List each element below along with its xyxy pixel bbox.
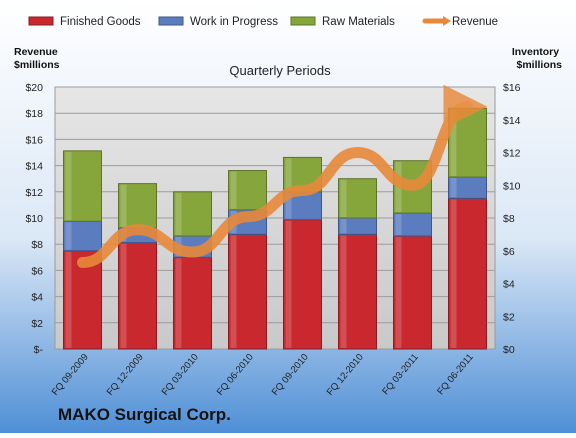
right-axis-title: Inventory $millions [512, 46, 562, 71]
left-tick-label: $16 [25, 134, 43, 146]
right-tick-label: $0 [503, 344, 515, 356]
right-tick-label: $12 [503, 148, 521, 160]
bar-raw-materials [173, 191, 212, 237]
bar-raw-materials [228, 170, 267, 211]
bar-finished-goods [448, 197, 487, 350]
legend-label: Revenue [452, 16, 498, 28]
right-axis-title-line1: Inventory [512, 46, 559, 58]
right-tick-label: $4 [503, 279, 515, 291]
legend-swatch [28, 16, 54, 26]
chart-title: Quarterly Periods [229, 63, 331, 78]
bar-finished-goods [173, 256, 212, 350]
right-axis: $0 $2 $4 $6 $8 $10 $12 $14 $16 [503, 82, 521, 356]
left-tick-label: $2 [31, 318, 43, 330]
left-tick-label: $14 [25, 161, 43, 173]
legend-swatch [158, 16, 184, 26]
left-tick-label: $18 [25, 108, 43, 120]
bar-finished-goods [338, 233, 377, 350]
revenue-line [77, 84, 488, 269]
bar-finished-goods [393, 235, 432, 350]
left-axis-title: Revenue $millions [14, 46, 61, 71]
company-name: MAKO Surgical Corp. [58, 405, 231, 424]
right-tick-label: $16 [503, 82, 521, 94]
left-tick-label: $6 [31, 265, 43, 277]
left-tick-label: $12 [25, 187, 43, 199]
legend-item-revenue: Revenue [422, 16, 498, 28]
left-axis-title-line1: Revenue [14, 46, 58, 58]
legend-label: Finished Goods [60, 16, 141, 28]
right-tick-label: $14 [503, 115, 521, 127]
bar-raw-materials [338, 178, 377, 219]
right-tick-label: $2 [503, 311, 515, 323]
left-tick-label: $10 [25, 213, 43, 225]
bar-raw-materials [63, 150, 102, 222]
bar-work-in-progress [393, 212, 432, 237]
bar-finished-goods [63, 250, 102, 350]
bar-finished-goods [118, 242, 157, 350]
revenue-line-group [77, 84, 488, 269]
right-tick-label: $8 [503, 213, 515, 225]
legend-label: Raw Materials [322, 16, 395, 28]
right-tick-label: $10 [503, 180, 521, 192]
left-tick-label: $20 [25, 82, 43, 94]
bar-finished-goods [283, 219, 322, 350]
left-tick-label: $8 [31, 239, 43, 251]
bar-finished-goods [228, 233, 267, 350]
right-axis-title-line2: $millions [516, 59, 562, 71]
left-axis: $- $2 $4 $6 $8 $10 $12 $14 $16 $18 $20 [25, 82, 43, 356]
legend-swatch-arrow [443, 16, 451, 26]
right-tick-label: $6 [503, 246, 515, 258]
legend: Finished Goods Work in Progress Raw Materi… [28, 16, 498, 28]
left-tick-label: $4 [31, 292, 43, 304]
bar-work-in-progress [63, 220, 102, 252]
bar-raw-materials [118, 183, 157, 229]
left-tick-label: $- [34, 344, 44, 356]
legend-item-work-in-progress: Work in Progress [158, 16, 278, 28]
left-axis-title-line2: $millions [14, 59, 60, 71]
bar-work-in-progress [448, 176, 487, 199]
legend-label: Work in Progress [190, 16, 278, 28]
legend-swatch [290, 16, 316, 26]
bar-work-in-progress [338, 217, 377, 235]
legend-item-raw-materials: Raw Materials [290, 16, 395, 28]
legend-item-finished-goods: Finished Goods [28, 16, 141, 28]
